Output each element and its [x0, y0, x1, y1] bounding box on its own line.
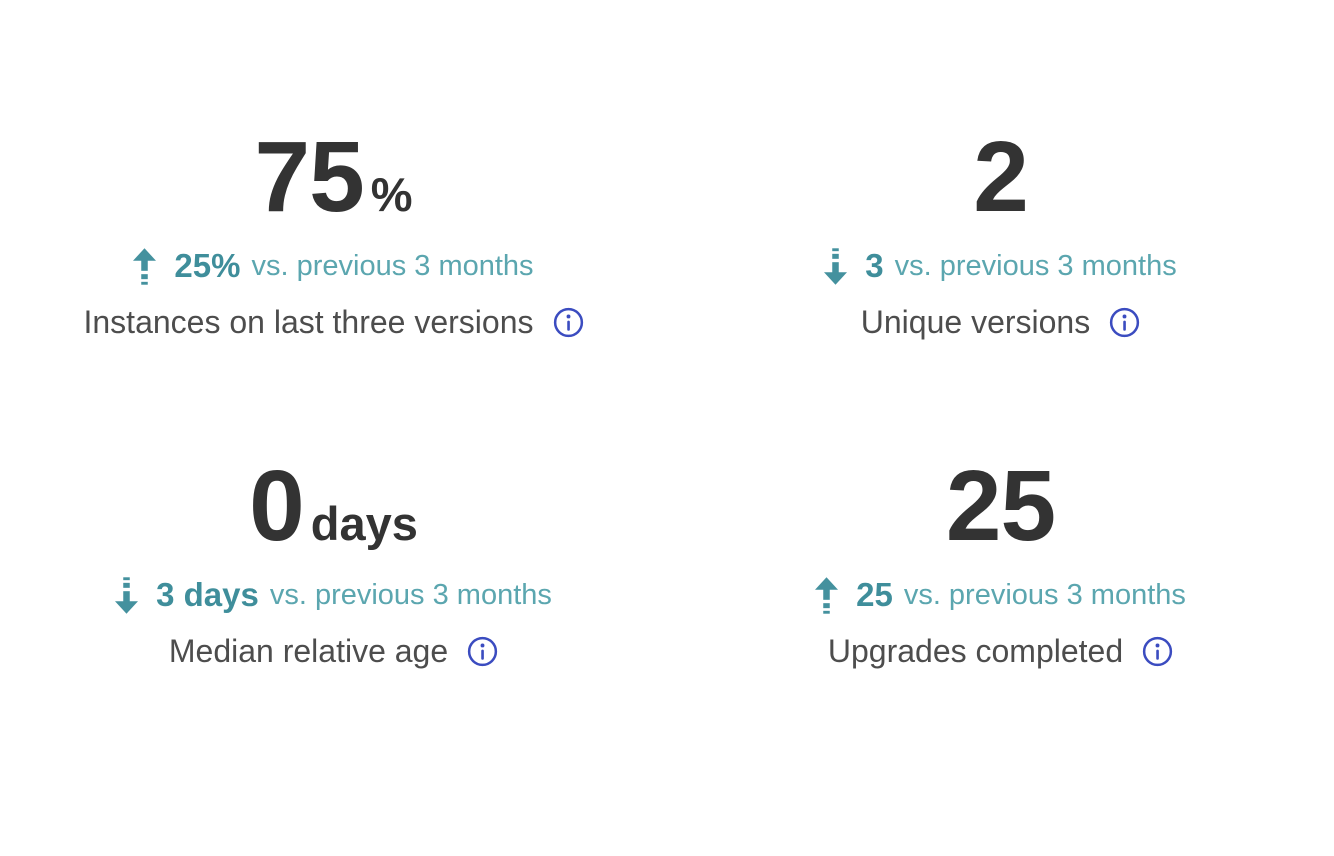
stat-value: 25: [945, 450, 1056, 562]
stat-card-instances-on-last-three-versions: 75% 25% vs. previous 3 months Instances …: [0, 122, 667, 451]
trend-up-icon: [815, 576, 839, 614]
stat-comparison-text: vs. previous 3 months: [894, 249, 1177, 282]
info-icon[interactable]: [553, 307, 584, 338]
stat-card-median-relative-age: 0 days 3 days vs. previous 3 months Media…: [0, 451, 667, 780]
info-icon[interactable]: [1109, 307, 1140, 338]
stat-change-row: 3 days vs. previous 3 months: [0, 576, 667, 614]
stat-value: 2: [973, 121, 1029, 233]
stat-card-upgrades-completed: 25 25 vs. previous 3 months Upgrades com…: [667, 451, 1334, 780]
stat-delta: 3 days: [156, 576, 259, 613]
stat-label: Median relative age: [168, 633, 449, 669]
info-icon[interactable]: [1142, 636, 1173, 667]
stat-value: 75: [254, 121, 364, 233]
stat-label-row: Upgrades completed: [667, 633, 1334, 670]
trend-down-icon: [115, 576, 139, 614]
stat-delta: 25: [856, 576, 893, 613]
stat-card-unique-versions: 2 3 vs. previous 3 months Unique version…: [667, 122, 1334, 451]
trend-down-icon: [824, 247, 848, 285]
stat-value-row: 75%: [0, 122, 667, 232]
stat-value: 0: [249, 450, 305, 562]
stat-delta: 25%: [174, 247, 241, 284]
stat-value-row: 0 days: [0, 451, 667, 561]
stat-label-row: Unique versions: [667, 304, 1334, 341]
stat-delta: 3: [865, 247, 884, 284]
trend-up-icon: [133, 247, 157, 285]
stat-comparison-text: vs. previous 3 months: [903, 578, 1186, 611]
stat-label: Upgrades completed: [827, 633, 1124, 669]
stat-change-row: 25% vs. previous 3 months: [0, 247, 667, 285]
stat-label: Unique versions: [860, 304, 1091, 340]
kpi-dashboard: 75% 25% vs. previous 3 months Instances …: [0, 122, 1334, 780]
stat-value-row: 25: [667, 451, 1334, 561]
stat-label-row: Instances on last three versions: [0, 304, 667, 341]
stat-value-suffix: %: [370, 168, 413, 221]
stat-change-row: 3 vs. previous 3 months: [667, 247, 1334, 285]
stat-comparison-text: vs. previous 3 months: [269, 578, 552, 611]
stat-change-row: 25 vs. previous 3 months: [667, 576, 1334, 614]
stat-label-row: Median relative age: [0, 633, 667, 670]
stat-comparison-text: vs. previous 3 months: [251, 249, 534, 282]
stat-value-suffix: days: [310, 497, 418, 550]
stat-label: Instances on last three versions: [83, 304, 534, 340]
info-icon[interactable]: [467, 636, 498, 667]
stat-value-row: 2: [667, 122, 1334, 232]
